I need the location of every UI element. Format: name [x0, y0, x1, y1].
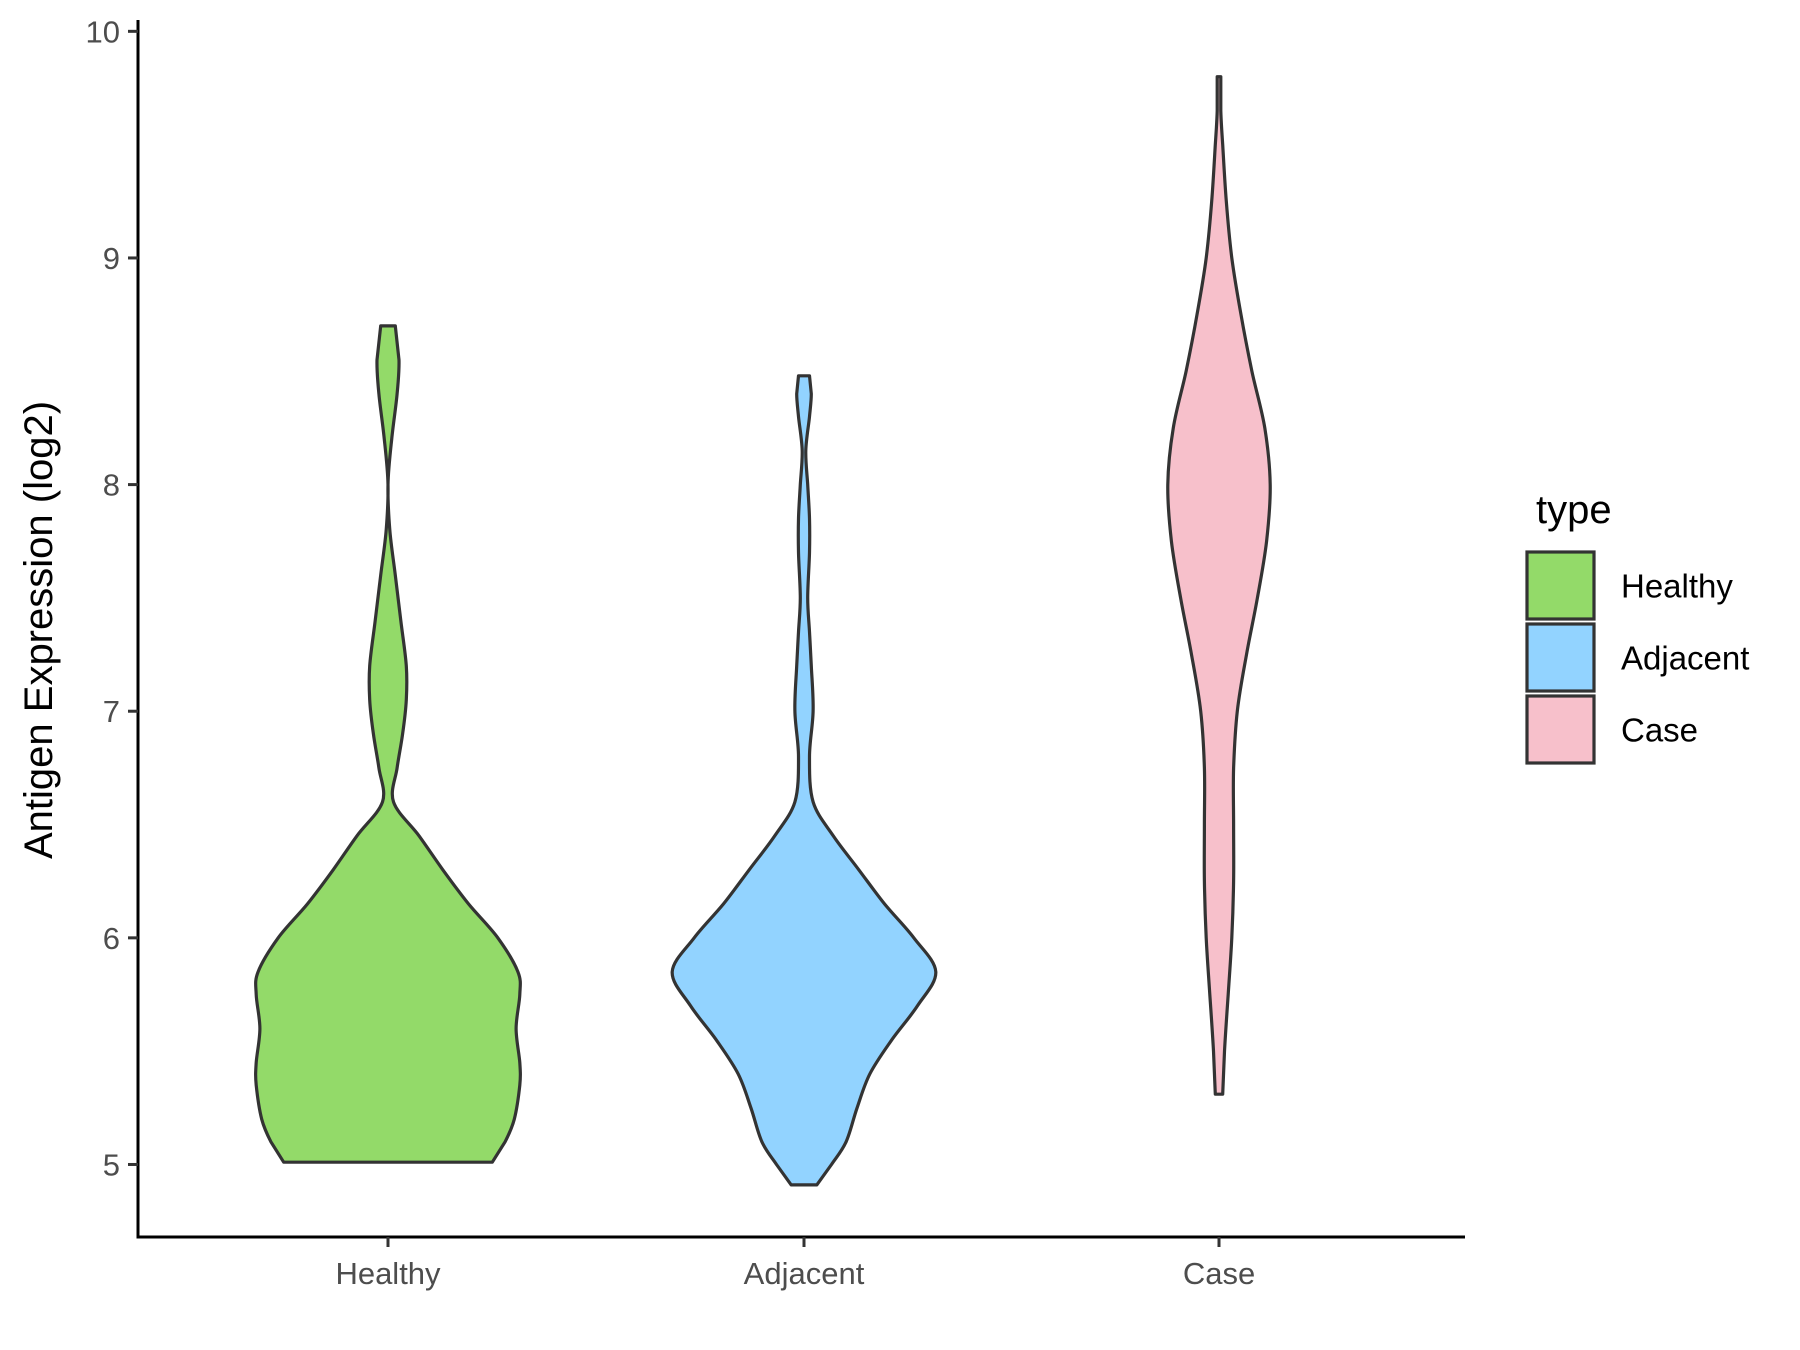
y-tick-label-10: 10	[86, 14, 120, 49]
violin-healthy	[254, 324, 522, 1164]
legend-title: type	[1536, 488, 1612, 532]
y-axis-title: Antigen Expression (log2)	[17, 401, 61, 859]
y-tick-label-9: 9	[103, 241, 120, 276]
y-tick-label-5: 5	[103, 1147, 120, 1182]
legend-key-adjacent	[1525, 622, 1596, 693]
violin-case	[1166, 75, 1272, 1096]
y-tick-label-8: 8	[103, 468, 120, 503]
legend-label-adjacent: Adjacent	[1621, 640, 1749, 677]
violin-adjacent	[670, 374, 938, 1187]
x-tick-label-adjacent: Adjacent	[744, 1256, 865, 1291]
y-tick-label-6: 6	[103, 921, 120, 956]
legend: type Healthy Adjacent Case	[1525, 488, 1749, 765]
axes: 5 6 7 8 9 10 Healthy Adjacent Case	[86, 14, 1465, 1291]
violin-layer	[254, 75, 1272, 1187]
legend-key-case	[1525, 694, 1596, 765]
y-tick-label-7: 7	[103, 694, 120, 729]
x-tick-label-case: Case	[1183, 1256, 1255, 1291]
legend-key-healthy	[1525, 550, 1596, 621]
x-tick-label-healthy: Healthy	[335, 1256, 441, 1291]
legend-label-healthy: Healthy	[1621, 568, 1733, 605]
legend-label-case: Case	[1621, 712, 1698, 749]
